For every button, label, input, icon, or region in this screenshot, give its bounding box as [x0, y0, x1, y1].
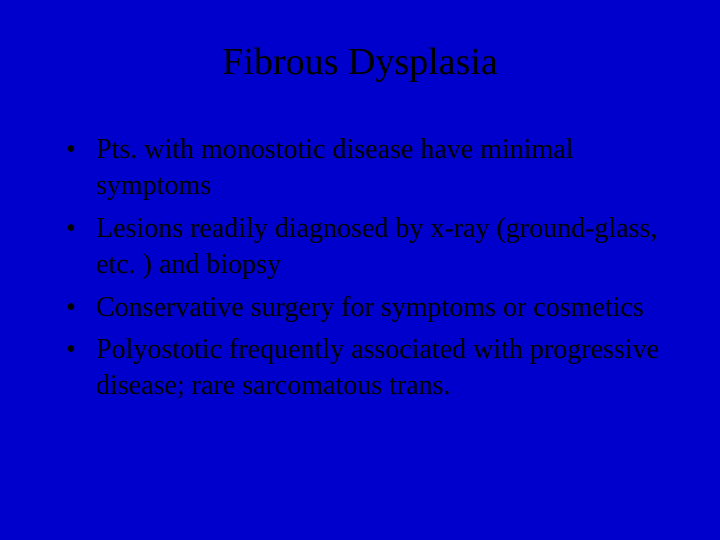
list-item: Lesions readily diagnosed by x-ray (grou… [66, 211, 680, 284]
slide-title: Fibrous Dysplasia [40, 40, 680, 84]
bullet-list: Pts. with monostotic disease have minima… [40, 132, 680, 405]
list-item: Pts. with monostotic disease have minima… [66, 132, 680, 205]
list-item: Conservative surgery for symptoms or cos… [66, 290, 680, 326]
list-item: Polyostotic frequently associated with p… [66, 332, 680, 405]
